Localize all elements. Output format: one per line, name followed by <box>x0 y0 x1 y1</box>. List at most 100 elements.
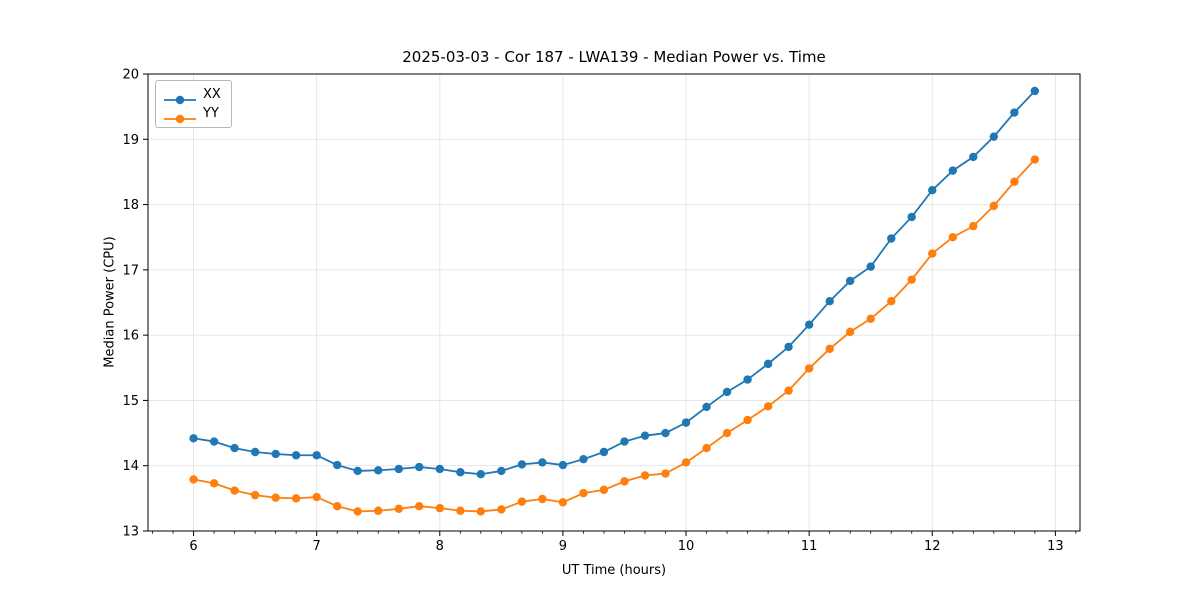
series-markers-xx <box>189 86 1040 479</box>
data-point <box>907 275 916 284</box>
legend-label-xx: XX <box>203 87 221 102</box>
data-point <box>661 469 670 478</box>
data-point <box>640 431 650 440</box>
data-point <box>374 506 383 515</box>
x-tick-label: 11 <box>801 539 818 554</box>
data-point <box>415 462 424 472</box>
legend-swatch-xx-icon <box>163 90 197 104</box>
data-point <box>948 233 958 242</box>
legend-item-yy: YY <box>163 104 221 123</box>
y-tick-label: 19 <box>122 133 139 148</box>
data-point <box>845 276 855 286</box>
data-point <box>702 443 711 453</box>
data-point <box>271 493 280 502</box>
data-point <box>230 443 239 453</box>
data-point <box>517 460 527 469</box>
data-point <box>291 494 301 503</box>
x-tick-label: 7 <box>313 539 321 554</box>
data-point <box>928 249 937 258</box>
data-point <box>599 485 609 495</box>
legend-label-yy: YY <box>203 106 219 121</box>
data-point <box>435 503 444 513</box>
data-point <box>312 451 321 460</box>
x-tick-label: 6 <box>189 539 197 554</box>
y-tick-label: 20 <box>122 68 139 83</box>
data-point <box>415 501 424 511</box>
data-point <box>763 359 773 369</box>
data-point <box>435 464 444 474</box>
data-point <box>497 505 506 514</box>
data-point <box>538 458 547 467</box>
data-point <box>763 402 773 411</box>
data-point <box>661 428 670 438</box>
data-point <box>784 342 793 352</box>
data-point <box>866 314 875 324</box>
data-point <box>887 296 896 306</box>
data-point <box>209 437 219 446</box>
data-point <box>250 447 260 457</box>
data-point <box>928 186 937 195</box>
data-point <box>456 506 465 515</box>
data-point <box>476 507 485 516</box>
data-point <box>989 201 999 211</box>
data-point <box>476 470 485 479</box>
data-point <box>230 486 239 495</box>
data-point <box>312 492 321 502</box>
data-point <box>887 234 896 243</box>
data-point <box>804 364 814 373</box>
data-point <box>1030 86 1040 96</box>
data-point <box>558 460 568 470</box>
x-tick-label: 9 <box>559 539 567 554</box>
axes-frame <box>147 73 1081 532</box>
x-tick-label: 10 <box>678 539 695 554</box>
x-tick-label: 12 <box>924 539 941 554</box>
data-point <box>845 327 855 337</box>
data-point <box>1010 108 1019 117</box>
data-point <box>640 471 650 480</box>
data-point <box>1010 177 1019 186</box>
tick-labels: 6 7 8 9 10 11 12 13 13 14 15 16 17 18 19 20 <box>122 68 1063 555</box>
y-tick-label: 16 <box>122 329 139 344</box>
data-point <box>291 451 301 460</box>
data-point <box>866 262 875 271</box>
data-point <box>209 479 219 488</box>
data-point <box>333 460 342 470</box>
data-point <box>620 437 629 446</box>
data-point <box>374 466 383 475</box>
data-point <box>722 387 732 397</box>
data-point <box>969 152 978 162</box>
data-point <box>517 497 527 506</box>
data-point <box>969 221 978 231</box>
data-point <box>1030 155 1040 164</box>
x-axis-label: UT Time (hours) <box>561 563 667 578</box>
data-point <box>497 466 506 476</box>
data-point <box>558 498 568 507</box>
x-tick-label: 8 <box>436 539 444 554</box>
data-point <box>353 507 362 516</box>
chart-title: 2025-03-03 - Cor 187 - LWA139 - Median P… <box>402 48 826 66</box>
legend-swatch-yy-icon <box>163 109 197 123</box>
data-point <box>784 386 793 395</box>
y-tick-label: 14 <box>122 459 139 474</box>
data-point <box>394 504 403 514</box>
gridlines <box>148 73 1080 532</box>
data-point <box>189 475 198 484</box>
data-point <box>538 494 547 504</box>
data-point <box>599 447 609 457</box>
data-point <box>353 466 362 476</box>
axis-ticks <box>143 73 1056 536</box>
data-point <box>579 454 588 464</box>
series-markers-yy <box>189 155 1040 516</box>
y-tick-label: 18 <box>122 198 139 213</box>
data-point <box>722 428 732 438</box>
data-point <box>743 415 752 425</box>
data-point <box>989 132 999 141</box>
data-point <box>948 166 958 175</box>
data-point <box>620 477 629 486</box>
data-point <box>189 434 198 443</box>
data-point <box>681 418 691 427</box>
data-point <box>579 488 588 498</box>
data-point <box>250 490 260 500</box>
